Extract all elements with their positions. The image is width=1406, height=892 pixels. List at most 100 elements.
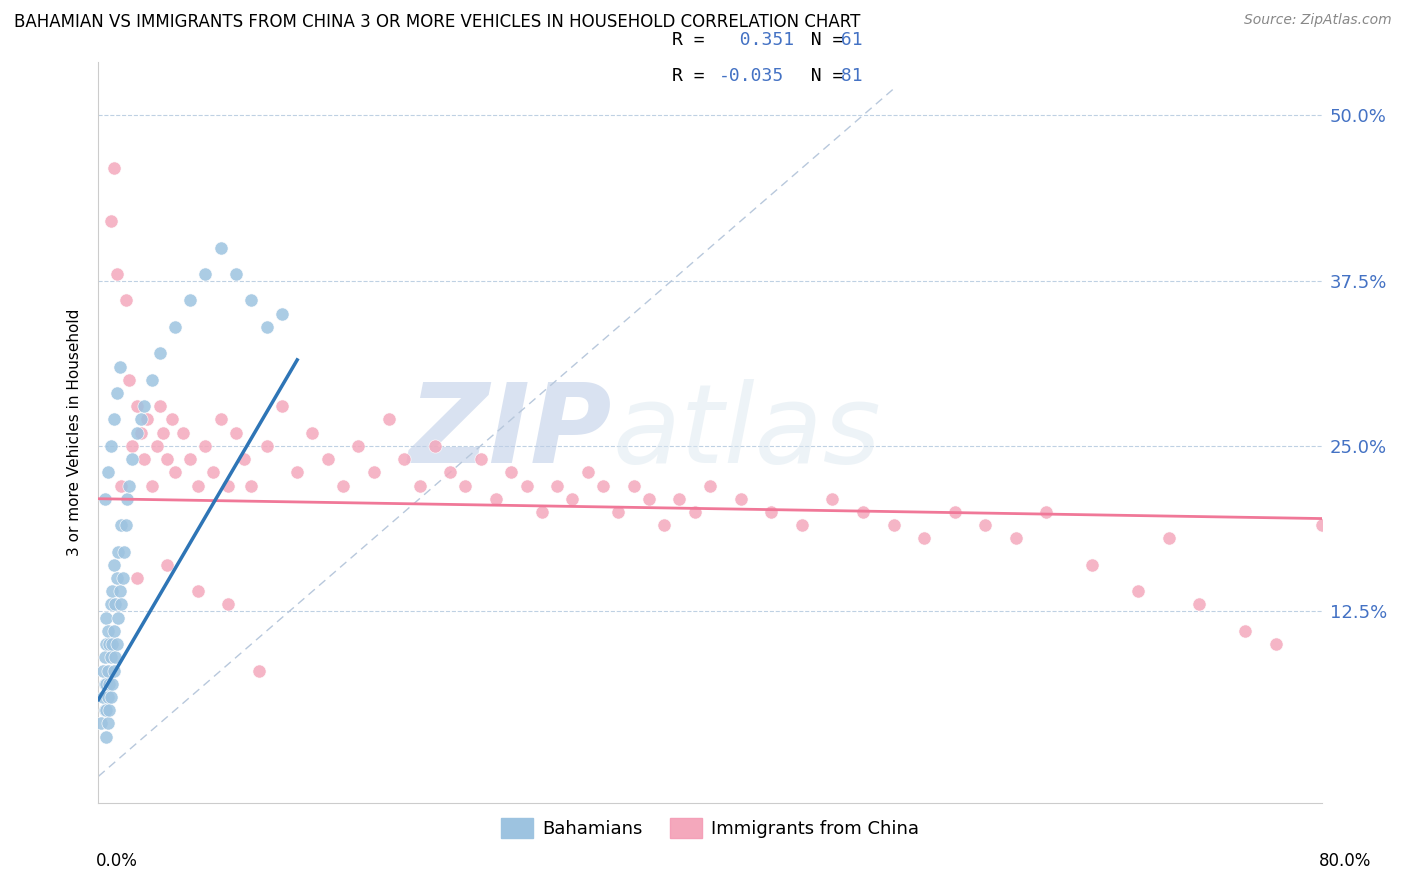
Point	[1081, 558, 1104, 572]
Point	[163, 465, 186, 479]
Point	[530, 505, 553, 519]
Point	[101, 584, 124, 599]
Point	[576, 465, 599, 479]
Point	[209, 412, 232, 426]
Point	[97, 690, 120, 704]
Point	[112, 544, 135, 558]
Point	[1157, 532, 1180, 546]
Point	[105, 637, 128, 651]
Point	[160, 412, 183, 426]
Point	[1035, 505, 1057, 519]
Point	[256, 439, 278, 453]
Point	[546, 478, 568, 492]
Point	[485, 491, 508, 506]
Point	[683, 505, 706, 519]
Point	[152, 425, 174, 440]
Point	[111, 571, 134, 585]
Point	[118, 373, 141, 387]
Point	[134, 452, 156, 467]
Point	[1128, 584, 1150, 599]
Point	[93, 677, 115, 691]
Point	[821, 491, 844, 506]
Text: Source: ZipAtlas.com: Source: ZipAtlas.com	[1244, 13, 1392, 28]
Point	[93, 650, 115, 665]
Point	[194, 267, 217, 281]
Point	[93, 491, 115, 506]
Point	[145, 439, 167, 453]
Point	[301, 425, 323, 440]
Point	[217, 598, 239, 612]
Point	[699, 478, 721, 492]
Point	[103, 624, 125, 638]
Point	[392, 452, 416, 467]
Point	[98, 703, 121, 717]
Point	[97, 624, 120, 638]
Point	[316, 452, 339, 467]
Legend: Bahamians, Immigrants from China: Bahamians, Immigrants from China	[494, 810, 927, 846]
Point	[974, 518, 997, 533]
Point	[125, 571, 148, 585]
Text: atlas: atlas	[612, 379, 880, 486]
Text: N =: N =	[789, 31, 844, 49]
Point	[97, 716, 120, 731]
Point	[501, 465, 523, 479]
Point	[217, 478, 239, 492]
Point	[103, 412, 125, 426]
Point	[108, 359, 131, 374]
Point	[270, 307, 292, 321]
Point	[408, 478, 430, 492]
Point	[125, 399, 148, 413]
Point	[129, 425, 152, 440]
Point	[852, 505, 875, 519]
Point	[105, 571, 128, 585]
Point	[454, 478, 477, 492]
Point	[607, 505, 630, 519]
Point	[187, 584, 209, 599]
Point	[100, 598, 122, 612]
Point	[97, 465, 120, 479]
Point	[439, 465, 461, 479]
Text: 0.351: 0.351	[718, 31, 794, 49]
Point	[100, 439, 122, 453]
Point	[101, 637, 124, 651]
Text: BAHAMIAN VS IMMIGRANTS FROM CHINA 3 OR MORE VEHICLES IN HOUSEHOLD CORRELATION CH: BAHAMIAN VS IMMIGRANTS FROM CHINA 3 OR M…	[14, 13, 860, 31]
Point	[943, 505, 966, 519]
Point	[247, 664, 270, 678]
Point	[94, 611, 117, 625]
Point	[107, 544, 129, 558]
Text: 0.0%: 0.0%	[96, 852, 138, 870]
Text: ZIP: ZIP	[409, 379, 612, 486]
Point	[285, 465, 308, 479]
Point	[100, 690, 122, 704]
Point	[115, 293, 138, 308]
Point	[156, 452, 179, 467]
Text: 81: 81	[830, 67, 862, 85]
Point	[108, 584, 131, 599]
Point	[240, 478, 263, 492]
Point	[104, 598, 127, 612]
Point	[1310, 518, 1333, 533]
Point	[141, 373, 163, 387]
Point	[1188, 598, 1211, 612]
Point	[240, 293, 263, 308]
Point	[149, 346, 172, 360]
Point	[561, 491, 583, 506]
Point	[912, 532, 935, 546]
Point	[98, 637, 121, 651]
Point	[115, 518, 138, 533]
Point	[97, 664, 120, 678]
Point	[623, 478, 645, 492]
Point	[121, 439, 143, 453]
Point	[1004, 532, 1026, 546]
Point	[94, 637, 117, 651]
Point	[98, 677, 121, 691]
Point	[332, 478, 354, 492]
Point	[100, 650, 122, 665]
Point	[103, 161, 125, 176]
Text: 80.0%: 80.0%	[1319, 852, 1371, 870]
Point	[516, 478, 538, 492]
Point	[94, 703, 117, 717]
Point	[110, 478, 132, 492]
Point	[883, 518, 905, 533]
Point	[592, 478, 614, 492]
